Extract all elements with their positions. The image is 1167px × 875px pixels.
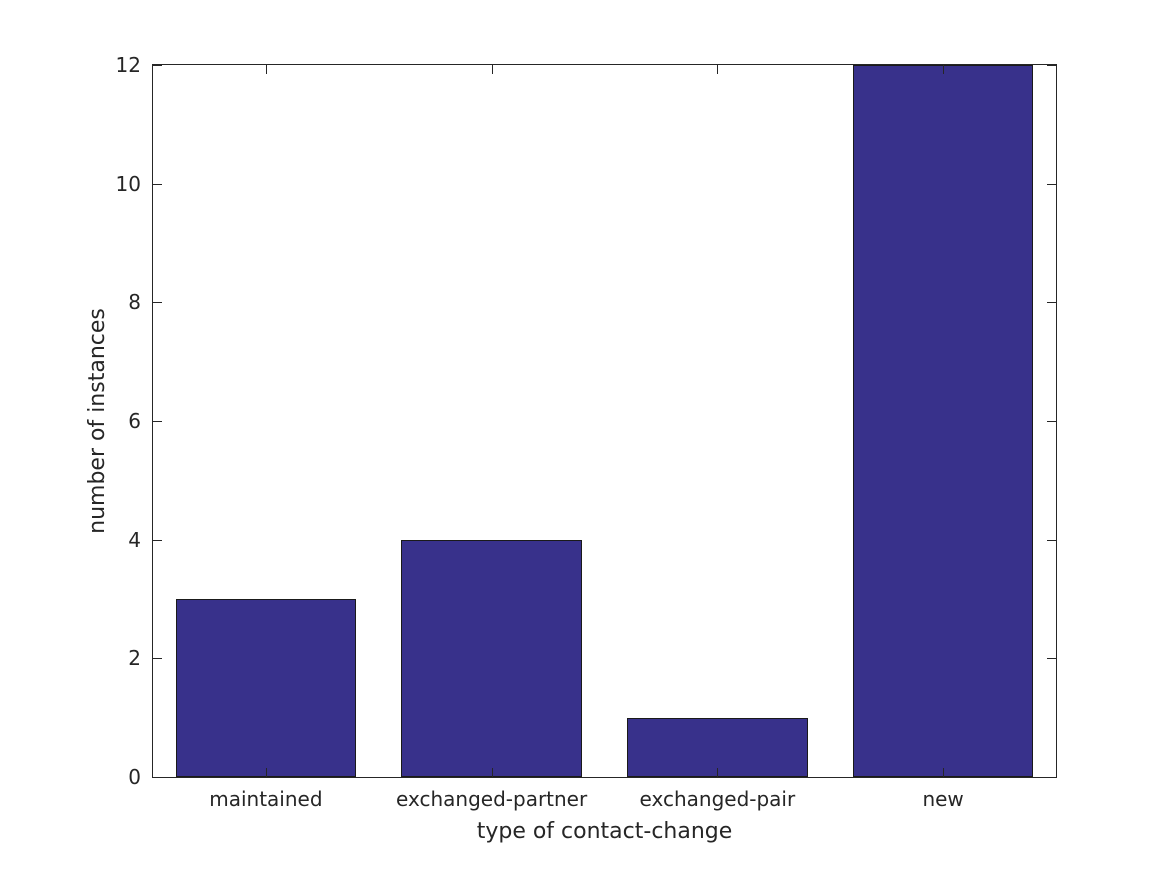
y-tick-label: 10 bbox=[115, 171, 141, 196]
y-tick-left bbox=[153, 421, 162, 422]
y-tick-left bbox=[153, 183, 162, 185]
y-tick-left bbox=[153, 658, 162, 660]
y-axis-label: number of instances bbox=[84, 308, 110, 534]
y-tick-label: 4 bbox=[128, 527, 141, 552]
x-tick-label: new bbox=[922, 787, 964, 811]
x-tick-top bbox=[943, 65, 945, 74]
y-tick-left bbox=[153, 65, 162, 66]
x-tick-top bbox=[491, 65, 493, 74]
x-tick-bottom bbox=[491, 768, 493, 777]
bar-exchanged-pair bbox=[627, 717, 808, 777]
y-tick-label: 6 bbox=[128, 409, 141, 433]
bar-exchanged-partner bbox=[401, 539, 582, 777]
x-tick-label: maintained bbox=[209, 787, 323, 811]
y-tick-right bbox=[1047, 658, 1056, 660]
y-tick-label: 12 bbox=[115, 53, 141, 77]
y-tick-right bbox=[1047, 777, 1056, 778]
x-tick-bottom bbox=[717, 768, 719, 777]
x-axis-label: type of contact-change bbox=[476, 819, 733, 844]
bar-maintained bbox=[175, 599, 357, 777]
bars-layer bbox=[153, 65, 1056, 777]
x-tick-bottom bbox=[265, 768, 267, 777]
y-tick-left bbox=[153, 539, 162, 541]
y-tick-left bbox=[153, 302, 162, 304]
ticks-layer bbox=[153, 65, 1056, 778]
x-tick-top bbox=[265, 65, 267, 74]
y-tick-label: 8 bbox=[128, 290, 141, 315]
bar-new bbox=[852, 65, 1034, 777]
x-tick-label: exchanged-partner bbox=[396, 787, 588, 811]
y-tick-label: 2 bbox=[128, 646, 141, 671]
y-tick-right bbox=[1047, 183, 1056, 185]
y-tick-label: 0 bbox=[128, 765, 141, 789]
y-tick-left bbox=[153, 777, 162, 778]
y-tick-right bbox=[1047, 421, 1056, 422]
tick-labels-layer: maintained exchanged-partner exchanged-pai… bbox=[116, 55, 1056, 811]
y-tick-right bbox=[1047, 65, 1056, 66]
plot-area: maintained exchanged-partner exchanged-pai… bbox=[85, 55, 1057, 844]
y-tick-right bbox=[1047, 302, 1056, 304]
x-tick-label: exchanged-pair bbox=[639, 787, 796, 811]
x-tick-bottom bbox=[943, 768, 945, 777]
x-tick-top bbox=[717, 65, 719, 74]
y-tick-right bbox=[1047, 539, 1056, 541]
